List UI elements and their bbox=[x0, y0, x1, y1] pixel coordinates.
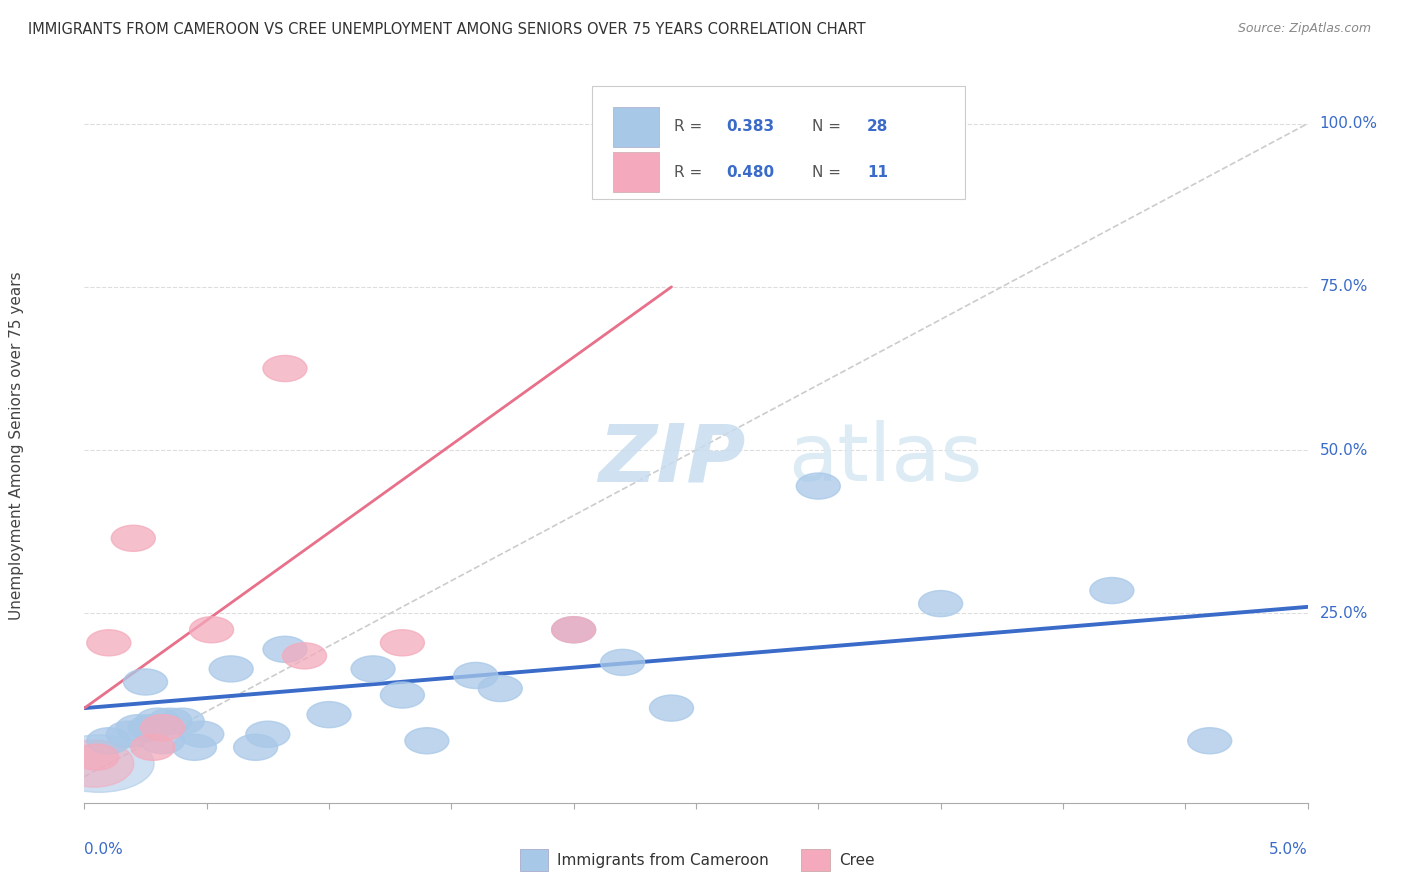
Text: Source: ZipAtlas.com: Source: ZipAtlas.com bbox=[1237, 22, 1371, 36]
Ellipse shape bbox=[141, 728, 184, 754]
Text: Cree: Cree bbox=[839, 853, 875, 868]
Text: 75.0%: 75.0% bbox=[1320, 279, 1368, 294]
Ellipse shape bbox=[148, 708, 193, 734]
FancyBboxPatch shape bbox=[613, 107, 659, 147]
Ellipse shape bbox=[352, 656, 395, 682]
Ellipse shape bbox=[141, 714, 184, 740]
Text: R =: R = bbox=[673, 120, 707, 135]
Text: Unemployment Among Seniors over 75 years: Unemployment Among Seniors over 75 years bbox=[10, 272, 24, 620]
Text: 25.0%: 25.0% bbox=[1320, 606, 1368, 621]
Text: 28: 28 bbox=[868, 120, 889, 135]
Ellipse shape bbox=[233, 734, 277, 760]
Ellipse shape bbox=[55, 740, 134, 787]
Text: 0.0%: 0.0% bbox=[84, 842, 124, 857]
Ellipse shape bbox=[128, 714, 173, 740]
Ellipse shape bbox=[454, 663, 498, 689]
Text: 0.480: 0.480 bbox=[727, 165, 775, 180]
Text: R =: R = bbox=[673, 165, 707, 180]
Ellipse shape bbox=[381, 630, 425, 656]
Text: N =: N = bbox=[813, 120, 846, 135]
Text: 5.0%: 5.0% bbox=[1268, 842, 1308, 857]
Ellipse shape bbox=[117, 714, 160, 740]
Bar bbox=[520, 849, 548, 871]
Text: atlas: atlas bbox=[787, 420, 981, 498]
Ellipse shape bbox=[650, 695, 693, 721]
Ellipse shape bbox=[180, 721, 224, 747]
Ellipse shape bbox=[918, 591, 963, 616]
Ellipse shape bbox=[111, 525, 155, 551]
Ellipse shape bbox=[173, 734, 217, 760]
Ellipse shape bbox=[44, 735, 155, 792]
Text: N =: N = bbox=[813, 165, 846, 180]
Ellipse shape bbox=[75, 744, 118, 770]
Ellipse shape bbox=[307, 702, 352, 728]
Ellipse shape bbox=[263, 355, 307, 382]
Ellipse shape bbox=[209, 656, 253, 682]
Ellipse shape bbox=[1090, 577, 1133, 604]
Ellipse shape bbox=[551, 616, 596, 643]
Ellipse shape bbox=[283, 643, 326, 669]
Ellipse shape bbox=[124, 669, 167, 695]
Ellipse shape bbox=[87, 728, 131, 754]
Text: 100.0%: 100.0% bbox=[1320, 116, 1378, 131]
Ellipse shape bbox=[551, 616, 596, 643]
Text: IMMIGRANTS FROM CAMEROON VS CREE UNEMPLOYMENT AMONG SENIORS OVER 75 YEARS CORREL: IMMIGRANTS FROM CAMEROON VS CREE UNEMPLO… bbox=[28, 22, 866, 37]
Text: Immigrants from Cameroon: Immigrants from Cameroon bbox=[557, 853, 769, 868]
Ellipse shape bbox=[478, 675, 522, 702]
Ellipse shape bbox=[263, 636, 307, 663]
Ellipse shape bbox=[136, 708, 180, 734]
Ellipse shape bbox=[190, 616, 233, 643]
Text: ZIP: ZIP bbox=[598, 420, 745, 498]
Ellipse shape bbox=[246, 721, 290, 747]
Ellipse shape bbox=[405, 728, 449, 754]
Ellipse shape bbox=[160, 708, 204, 734]
Ellipse shape bbox=[600, 649, 644, 675]
Ellipse shape bbox=[650, 156, 693, 182]
Text: 0.383: 0.383 bbox=[727, 120, 775, 135]
Ellipse shape bbox=[87, 630, 131, 656]
FancyBboxPatch shape bbox=[592, 86, 965, 200]
Text: 50.0%: 50.0% bbox=[1320, 442, 1368, 458]
Ellipse shape bbox=[796, 473, 841, 500]
Ellipse shape bbox=[107, 721, 150, 747]
Ellipse shape bbox=[131, 734, 174, 760]
Bar bbox=[801, 849, 830, 871]
Ellipse shape bbox=[381, 682, 425, 708]
Text: 11: 11 bbox=[868, 165, 889, 180]
FancyBboxPatch shape bbox=[613, 153, 659, 193]
Ellipse shape bbox=[1188, 728, 1232, 754]
